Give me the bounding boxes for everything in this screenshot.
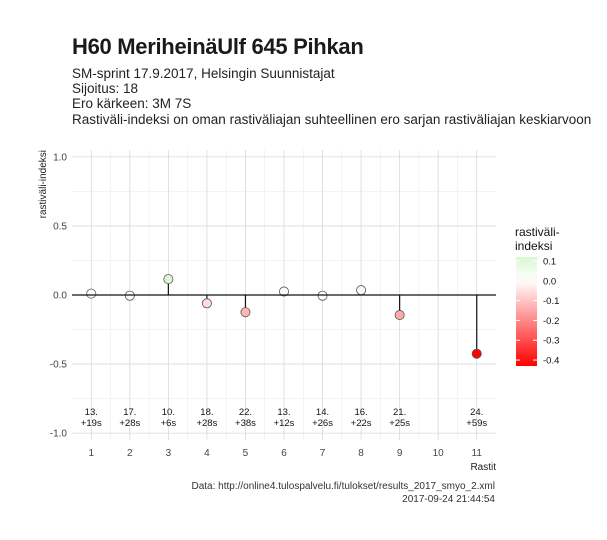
data-source-caption: Data: http://online4.tulospalvelu.fi/tul… [191,481,495,492]
point-rank-label: 14. [316,407,329,418]
x-tick-label: 3 [166,448,172,459]
subtitle-line-4: Rastiväli-indeksi on oman rastiväliajan … [72,112,592,127]
points [86,274,482,359]
legend-tick-label: -0.4 [543,356,559,367]
y-tick-label: -0.5 [50,360,68,371]
legend-title-line-2: indeksi [515,239,552,253]
point-diff-label: +12s [274,418,295,429]
data-point [124,290,135,301]
point-diff-label: +59s [466,418,487,429]
point-rank-label: 21. [393,407,406,418]
data-point [86,288,97,299]
x-tick-label: 10 [433,448,445,459]
data-point [240,307,251,318]
subtitle-line-3: Ero kärkeen: 3M 7S [72,96,192,111]
x-tick-label: 7 [320,448,326,459]
point-labels: 13.+19s17.+28s10.+6s18.+28s22.+38s13.+12… [81,407,488,429]
y-tick-label: 1.0 [53,152,67,163]
point-diff-label: +28s [119,418,140,429]
chart-title: H60 MeriheinäUlf 645 Pihkan [72,34,364,59]
point-diff-label: +38s [235,418,256,429]
y-tick-label: 0.0 [53,291,67,302]
point-diff-label: +19s [81,418,102,429]
point-diff-label: +22s [351,418,372,429]
legend: rastiväli-indeksi 0.1 0.0 -0.1 -0.2 -0.3 -0.4 [515,225,560,367]
x-tick-label: 6 [281,448,287,459]
legend-tick-label: -0.3 [543,336,559,347]
x-tick-label: 8 [358,448,364,459]
point-rank-label: 22. [239,407,252,418]
y-axis-title: rastiväli-indeksi [38,150,49,218]
data-point [317,290,328,301]
legend-tick-label: -0.1 [543,296,559,307]
data-point [278,286,289,297]
data-point [471,348,482,359]
point-diff-label: +6s [161,418,177,429]
data-point [394,310,405,321]
x-tick-label: 5 [243,448,249,459]
data-point [201,298,212,309]
y-tick-label: -1.0 [50,429,68,440]
axes: -1.0 -0.5 0.0 0.5 1.0 1 2 3 4 5 6 7 8 9 10 11 Rastit rast… [38,150,496,473]
legend-tick-label: -0.2 [543,316,559,327]
point-rank-label: 24. [470,407,483,418]
subtitle-line-2: Sijoitus: 18 [72,81,139,96]
timestamp-caption: 2017-09-24 21:44:54 [402,494,495,505]
point-diff-label: +25s [389,418,410,429]
point-diff-label: +28s [196,418,217,429]
legend-title-line-1: rastiväli- [515,225,560,239]
point-rank-label: 10. [162,407,175,418]
point-rank-label: 13. [85,407,98,418]
data-point [356,285,367,296]
point-rank-label: 17. [123,407,136,418]
legend-tick-label: 0.1 [543,256,556,267]
point-rank-label: 16. [354,407,367,418]
subtitle-line-1: SM-sprint 17.9.2017, Helsingin Suunnista… [72,66,335,81]
x-tick-label: 1 [88,448,94,459]
x-axis-title: Rastit [470,462,496,473]
x-tick-label: 9 [397,448,403,459]
grid [72,150,496,440]
y-tick-label: 0.5 [53,221,67,232]
x-tick-label: 11 [472,448,483,459]
x-tick-label: 4 [204,448,210,459]
point-diff-label: +26s [312,418,333,429]
point-rank-label: 18. [200,407,213,418]
point-rank-label: 13. [277,407,290,418]
x-tick-label: 2 [127,448,133,459]
data-point [163,274,174,285]
legend-colorbar [516,257,537,366]
legend-tick-label: 0.0 [543,276,556,287]
